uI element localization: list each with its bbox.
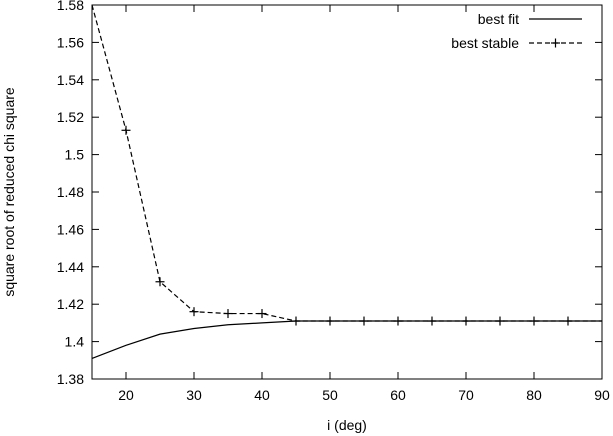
data-point: [291, 316, 301, 326]
series-line-best-fit: [91, 320, 602, 359]
y-tick-label: 1.42: [57, 296, 84, 312]
plot-series: [91, 4, 602, 359]
x-tick-label: 60: [390, 387, 406, 403]
x-axis-label: i (deg): [327, 417, 367, 433]
y-tick-label: 1.38: [57, 371, 84, 387]
y-tick-label: 1.4: [65, 334, 85, 350]
y-tick-label: 1.48: [57, 184, 84, 200]
series-best-fit: [91, 320, 602, 359]
series-best-stable: [91, 4, 602, 326]
x-tick-label: 20: [118, 387, 134, 403]
x-tick-label: 50: [322, 387, 338, 403]
y-tick-label: 1.44: [57, 259, 84, 275]
data-point: [223, 309, 233, 319]
data-point: [257, 309, 267, 319]
x-tick-label: 30: [186, 387, 202, 403]
y-tick-label: 1.56: [57, 34, 84, 50]
data-point: [563, 316, 573, 326]
legend-entry-best-fit: best fit: [478, 11, 582, 27]
data-point: [427, 316, 437, 326]
x-tick-label: 80: [526, 387, 542, 403]
data-point: [529, 316, 539, 326]
y-tick-label: 1.5: [65, 147, 85, 163]
data-point: [359, 316, 369, 326]
data-point: [393, 316, 403, 326]
legend-marker: [551, 38, 560, 48]
y-tick-label: 1.54: [57, 72, 84, 88]
axis-ticks: 1.38 1.4 1.42 1.44 1.46 1.48 1.5 1.52 1.54 1.56 1.…: [57, 0, 610, 403]
data-point: [189, 307, 199, 317]
data-point: [325, 316, 335, 326]
plot-frame: [91, 4, 603, 380]
data-point: [461, 316, 471, 326]
legend: best fit best stable: [451, 11, 582, 51]
y-tick-label: 1.58: [57, 0, 84, 13]
x-tick-label: 90: [594, 387, 610, 403]
y-tick-label: 1.52: [57, 109, 84, 125]
y-tick-label: 1.46: [57, 221, 84, 237]
x-tick-label: 40: [254, 387, 270, 403]
x-tick-label: 70: [458, 387, 474, 403]
legend-label-best-fit: best fit: [478, 11, 519, 27]
series-line-best-stable: [91, 4, 602, 322]
legend-label-best-stable: best stable: [451, 35, 519, 51]
legend-marker-best-stable: [551, 38, 560, 48]
data-point: [495, 316, 505, 326]
data-point: [155, 277, 165, 287]
data-point: [121, 125, 131, 135]
legend-entry-best-stable: best stable: [451, 35, 582, 51]
y-axis-label: square root of reduced chi square: [1, 87, 17, 297]
